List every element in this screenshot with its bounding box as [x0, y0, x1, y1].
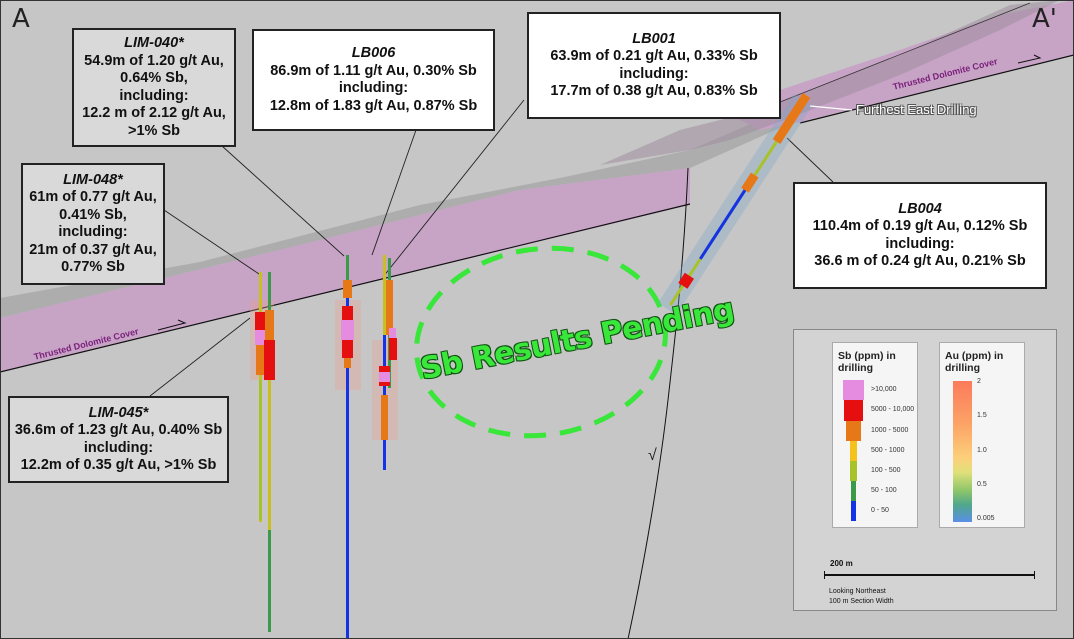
- callout-line: including:: [58, 224, 128, 240]
- sb-legend-label: >10,000: [871, 386, 897, 393]
- callout-line: including:: [83, 439, 154, 456]
- au-color-ramp: [953, 381, 972, 522]
- au-legend-title: Au (ppm) in drilling: [945, 350, 1004, 374]
- sb-legend-row: 5000 - 10,000: [833, 400, 919, 421]
- sb-legend-label: 500 - 1000: [871, 447, 905, 454]
- callout-lb006: LB006 86.9m of 1.11 g/t Au, 0.30% Sb inc…: [252, 29, 495, 131]
- callout-hole-id: LIM-045*: [88, 404, 149, 421]
- callout-line: >1% Sb: [128, 122, 180, 139]
- callout-hole-id: LIM-040*: [124, 35, 184, 51]
- sb-legend-row: 100 - 500: [833, 461, 919, 481]
- sb-legend-title: Sb (ppm) in drilling: [838, 350, 896, 374]
- fault-sense-marker: √: [648, 447, 657, 464]
- au-tick: 0.005: [977, 515, 995, 522]
- callout-line: 17.7m of 0.38 g/t Au, 0.83% Sb: [550, 83, 758, 99]
- callout-lim-040: LIM-040* 54.9m of 1.20 g/t Au, 0.64% Sb,…: [72, 28, 236, 147]
- sb-legend-swatch: [849, 441, 857, 461]
- callout-line: 21m of 0.37 g/t Au,: [29, 241, 157, 258]
- drillhole-lb006: [335, 255, 361, 639]
- thrust-sense-arrow-right: [1017, 54, 1042, 64]
- overburden-layer: [0, 0, 1074, 318]
- sb-legend-panel: Sb (ppm) in drilling >10,000 5000 - 10,00…: [832, 342, 918, 528]
- leader-lb004: [786, 137, 834, 183]
- view-direction-note: Looking Northeast: [829, 588, 886, 595]
- leader-lim040: [221, 145, 345, 257]
- au-legend-panel: Au (ppm) in drilling 2 1.5 1.0 0.5 0.005: [939, 342, 1025, 528]
- legend: Sb (ppm) in drilling >10,000 5000 - 10,00…: [793, 329, 1057, 611]
- sb-legend-label: 5000 - 10,000: [871, 406, 915, 413]
- callout-line: including:: [619, 65, 689, 82]
- au-tick: 1.5: [977, 412, 987, 419]
- sb-legend-label: 50 - 100: [871, 487, 897, 494]
- dolomite-cover-left: [0, 168, 690, 372]
- callout-line: 12.2 m of 2.12 g/t Au,: [82, 105, 226, 121]
- furthest-east-drilling-label: Furthest East Drilling: [856, 102, 977, 117]
- au-tick: 1.0: [977, 447, 987, 454]
- sb-legend-label: 100 - 500: [871, 467, 901, 474]
- sb-legend-row: >10,000: [833, 380, 919, 400]
- callout-line: 54.9m of 1.20 g/t Au,: [84, 52, 224, 69]
- drillhole-lim045: [264, 272, 275, 632]
- sb-legend-label: 1000 - 5000: [871, 427, 909, 434]
- sb-legend-row: 0 - 50: [833, 501, 919, 521]
- thrust-fault-right: [799, 54, 1074, 124]
- callout-hole-id: LB004: [898, 200, 942, 217]
- thrust-sense-arrow-left: [157, 319, 187, 331]
- normal-fault: [627, 167, 689, 639]
- callout-line: 0.41% Sb,: [59, 206, 127, 223]
- au-tick: 2: [977, 378, 981, 385]
- sb-legend-swatch: [842, 380, 864, 400]
- sb-legend-swatch: [845, 421, 861, 441]
- leader-lines: [149, 99, 834, 397]
- section-end-label: A': [1032, 4, 1057, 34]
- sb-legend-row: 500 - 1000: [833, 441, 919, 461]
- scale-bar: [824, 571, 1035, 579]
- callout-line: 12.8m of 1.83 g/t Au, 0.87% Sb: [269, 97, 478, 114]
- callout-hole-id: LB006: [351, 45, 396, 61]
- callout-line: 0.64% Sb,: [120, 70, 188, 86]
- callout-lim-048: LIM-048* 61m of 0.77 g/t Au, 0.41% Sb, i…: [21, 163, 165, 285]
- callout-line: 110.4m of 0.19 g/t Au, 0.12% Sb: [812, 218, 1028, 234]
- scale-bar-label: 200 m: [830, 559, 853, 568]
- leader-lb001: [382, 99, 525, 278]
- callout-line: 86.9m of 1.11 g/t Au, 0.30% Sb: [270, 62, 477, 79]
- callout-line: 63.9m of 0.21 g/t Au, 0.33% Sb: [550, 48, 758, 64]
- pending-ellipse: [414, 245, 668, 439]
- callout-line: including:: [119, 87, 189, 104]
- callout-lim-045: LIM-045* 36.6m of 1.23 g/t Au, 0.40% Sb …: [8, 396, 229, 483]
- callout-line: 0.77% Sb: [61, 259, 125, 275]
- sb-legend-swatch: [849, 461, 857, 481]
- callout-lb001: LB001 63.9m of 0.21 g/t Au, 0.33% Sb inc…: [527, 12, 781, 119]
- au-tick: 0.5: [977, 481, 987, 488]
- callout-lb004: LB004 110.4m of 0.19 g/t Au, 0.12% Sb in…: [793, 182, 1047, 289]
- callout-hole-id: LB001: [632, 30, 676, 47]
- section-width-note: 100 m Section Width: [829, 598, 894, 605]
- callout-line: 61m of 0.77 g/t Au,: [29, 189, 157, 205]
- sb-legend-swatch: [850, 501, 856, 521]
- sb-legend-swatch: [850, 481, 856, 501]
- thrust-fault-upper: [759, 2, 1031, 111]
- sb-legend-row: 1000 - 5000: [833, 421, 919, 441]
- callout-line: including:: [338, 80, 409, 96]
- sb-legend-row: 50 - 100: [833, 481, 919, 501]
- callout-hole-id: LIM-048*: [63, 171, 123, 188]
- callout-line: 36.6 m of 0.24 g/t Au, 0.21% Sb: [814, 253, 1026, 269]
- sb-legend-label: 0 - 50: [871, 507, 889, 514]
- callout-line: including:: [885, 235, 955, 252]
- leader-lim048: [163, 209, 263, 277]
- sb-legend-swatch: [843, 400, 863, 421]
- east-drilling-arrow: [809, 105, 853, 111]
- callout-line: 12.2m of 0.35 g/t Au, >1% Sb: [20, 457, 217, 473]
- leader-lb006: [371, 129, 417, 256]
- drillhole-lb004: [657, 92, 813, 316]
- drillhole-lb001: [372, 255, 398, 470]
- section-start-label: A: [12, 4, 30, 34]
- leader-lim045: [149, 317, 251, 397]
- callout-line: 36.6m of 1.23 g/t Au, 0.40% Sb: [14, 422, 223, 438]
